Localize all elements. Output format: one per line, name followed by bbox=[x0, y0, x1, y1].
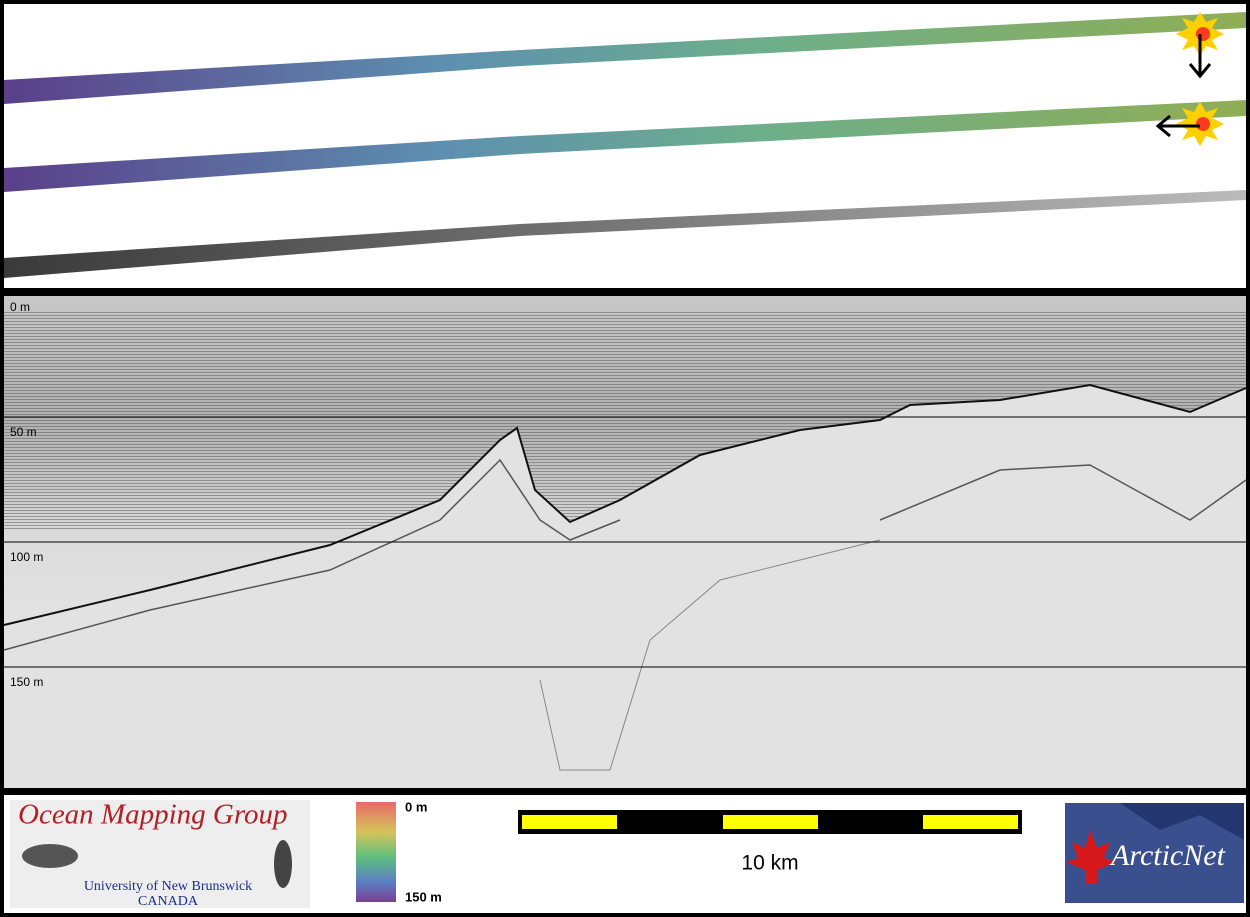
sun-icon bbox=[1155, 102, 1224, 146]
color-scale-bottom: 150 m bbox=[405, 889, 442, 904]
seafloor-line bbox=[3, 383, 1247, 626]
logo-subtitle: University of New Brunswick bbox=[84, 879, 252, 894]
logo-title: Ocean Mapping Group bbox=[18, 799, 288, 831]
maple-leaf bbox=[1066, 830, 1116, 884]
seafloor bbox=[4, 385, 1246, 788]
depth-label: 150 m bbox=[10, 675, 43, 689]
logo-graphic bbox=[22, 844, 78, 868]
backscatter-swath bbox=[4, 190, 1246, 278]
depth-label: 100 m bbox=[10, 550, 43, 564]
depth-label: 50 m bbox=[10, 425, 37, 439]
logo-country: CANADA bbox=[138, 894, 199, 909]
depth-label: 0 m bbox=[10, 300, 30, 314]
scale-segment bbox=[723, 815, 818, 829]
partner-name: ArcticNet bbox=[1109, 839, 1226, 872]
color-bar bbox=[356, 802, 396, 902]
logo-graphic bbox=[274, 840, 292, 888]
color-scale-top: 0 m bbox=[405, 799, 427, 814]
swath bbox=[4, 100, 1246, 192]
scale-segment bbox=[923, 815, 1018, 829]
logo-map bbox=[1120, 803, 1244, 840]
swath bbox=[4, 12, 1246, 104]
sun-icon bbox=[1176, 12, 1224, 79]
subbottom-reflector bbox=[539, 539, 881, 771]
scale-segment bbox=[522, 815, 617, 829]
subbottom-reflector bbox=[3, 458, 1247, 651]
scale-label: 10 km bbox=[741, 852, 798, 875]
